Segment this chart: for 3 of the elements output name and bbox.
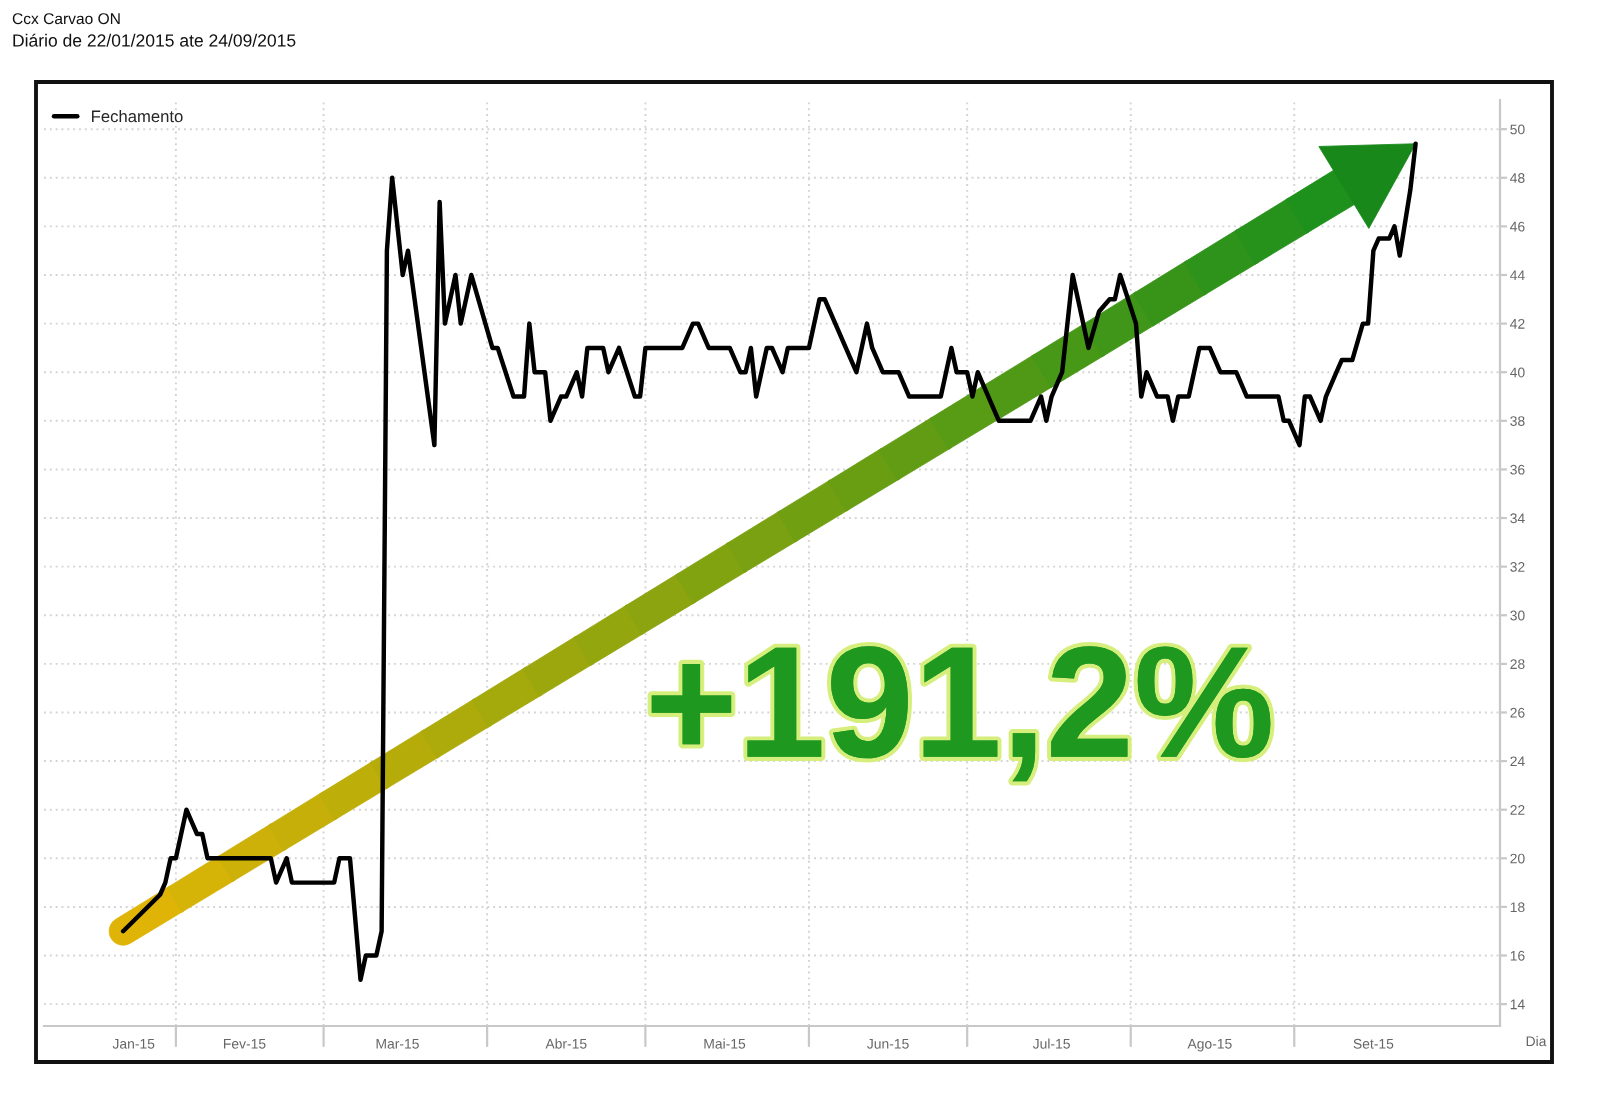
chart-subtitle: Diário de 22/01/2015 ate 24/09/2015 xyxy=(13,33,296,47)
legend-label: Fechamento xyxy=(92,110,183,123)
annotation: +191,2% xyxy=(651,646,1271,782)
